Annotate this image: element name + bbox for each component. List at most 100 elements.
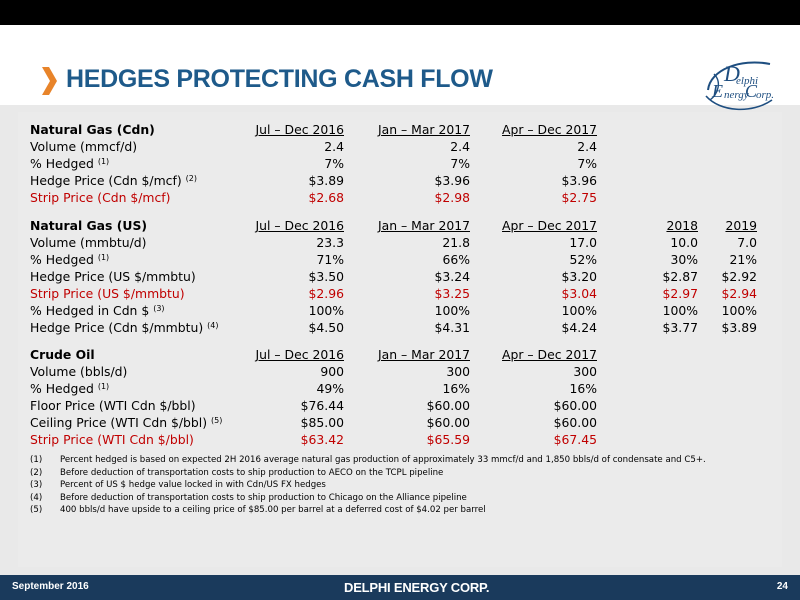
column-header: Apr – Dec 2017 (502, 122, 597, 137)
logo-text-corp: orp. (756, 89, 775, 101)
table-cell: 21.8 (442, 235, 470, 250)
table-cell: $63.42 (300, 432, 344, 447)
table-row: % Hedged (1) 7% 7% 7% (0, 156, 800, 172)
section-title: Natural Gas (US) (30, 218, 148, 233)
table-row: Hedge Price (Cdn $/mcf) (2) $3.89 $3.96 … (0, 173, 800, 189)
table-row: % Hedged (1) 71% 66% 52% 30% 21% (0, 252, 800, 268)
footnote-ref: (1) (97, 253, 110, 262)
footnote-number: (5) (30, 505, 43, 515)
table-cell: $2.75 (561, 190, 597, 205)
slide: HEDGES PROTECTING CASH FLOW D E C elphi … (0, 25, 800, 575)
svg-text:E: E (711, 81, 723, 101)
table-cell: $3.89 (721, 320, 757, 335)
table-cell: $60.00 (553, 398, 597, 413)
row-label: Strip Price (US $/mmbtu) (30, 286, 185, 301)
table-row: Ceiling Price (WTI Cdn $/bbl) (5) $85.00… (0, 415, 800, 431)
column-header: Jan – Mar 2017 (377, 218, 470, 233)
table-row: Volume (mmbtu/d) 23.3 21.8 17.0 10.0 7.0 (0, 235, 800, 251)
column-header: 2018 (666, 218, 698, 233)
column-header: Jul – Dec 2016 (255, 218, 344, 233)
row-label: Hedge Price (US $/mmbtu) (30, 269, 196, 284)
footer-date: September 2016 (12, 581, 89, 592)
column-header: Jan – Mar 2017 (377, 347, 470, 362)
table-row: Hedge Price (US $/mmbtu) $3.50 $3.24 $3.… (0, 269, 800, 285)
footer-bar: September 2016 DELPHI ENERGY CORP. 24 (0, 575, 800, 600)
table-cell: $60.00 (426, 398, 470, 413)
svg-text:D: D (723, 61, 740, 86)
column-header: Apr – Dec 2017 (502, 347, 597, 362)
table-row: Volume (bbls/d) 900 300 300 (0, 364, 800, 380)
table-cell: 7% (450, 156, 470, 171)
table-cell: 100% (561, 303, 597, 318)
table-row: Volume (mmcf/d) 2.4 2.4 2.4 (0, 139, 800, 155)
table-header-row: Natural Gas (US) Jul – Dec 2016 Jan – Ma… (0, 218, 800, 234)
table-cell: 2.4 (450, 139, 470, 154)
table-row-strip-price: Strip Price (US $/mmbtu) $2.96 $3.25 $3.… (0, 286, 800, 302)
table-row: Hedge Price (Cdn $/mmbtu) (4) $4.50 $4.3… (0, 320, 800, 336)
table-cell: 7.0 (737, 235, 757, 250)
top-black-bar (0, 0, 800, 25)
footnote-text: Before deduction of transportation costs… (60, 467, 444, 478)
table-row: Floor Price (WTI Cdn $/bbl) $76.44 $60.0… (0, 398, 800, 414)
table-cell: $2.96 (308, 286, 344, 301)
table-cell: $4.31 (434, 320, 470, 335)
content-panel (18, 112, 782, 567)
footnote-ref: (1) (97, 157, 110, 166)
row-label: Hedge Price (Cdn $/mcf) (2) (30, 173, 197, 188)
table-cell: 17.0 (569, 235, 597, 250)
table-cell: 10.0 (670, 235, 698, 250)
svg-text:C: C (745, 81, 758, 101)
table-cell: 100% (434, 303, 470, 318)
table-cell: $3.89 (308, 173, 344, 188)
table-row: % Hedged in Cdn $ (3) 100% 100% 100% 100… (0, 303, 800, 319)
table-cell: $3.96 (561, 173, 597, 188)
row-label: Strip Price (WTI Cdn $/bbl) (30, 432, 194, 447)
row-label: Volume (mmcf/d) (30, 139, 138, 154)
table-cell: 7% (577, 156, 597, 171)
row-label: Volume (mmbtu/d) (30, 235, 147, 250)
table-cell: 30% (670, 252, 698, 267)
row-label: Ceiling Price (WTI Cdn $/bbl) (5) (30, 415, 223, 430)
table-row-strip-price: Strip Price (Cdn $/mcf) $2.68 $2.98 $2.7… (0, 190, 800, 206)
table-cell: $3.77 (662, 320, 698, 335)
logo-text-energy: nergy (724, 89, 749, 101)
table-cell: $2.97 (662, 286, 698, 301)
table-cell: 66% (442, 252, 470, 267)
table-cell: 300 (446, 364, 470, 379)
table-cell: $4.50 (308, 320, 344, 335)
table-cell: $3.20 (561, 269, 597, 284)
table-cell: $67.45 (553, 432, 597, 447)
row-label: Volume (bbls/d) (30, 364, 128, 379)
table-cell: 100% (721, 303, 757, 318)
section-title: Crude Oil (30, 347, 95, 362)
table-cell: 2.4 (324, 139, 344, 154)
table-cell: 100% (308, 303, 344, 318)
footnote-text: Percent hedged is based on expected 2H 2… (60, 455, 706, 465)
table-cell: $2.87 (662, 269, 698, 284)
logo-text-delphi: elphi (736, 75, 758, 87)
table-header-row: Crude Oil Jul – Dec 2016 Jan – Mar 2017 … (0, 347, 800, 363)
table-cell: 7% (324, 156, 344, 171)
footnote-number: (3) (30, 480, 43, 490)
column-header: 2019 (725, 218, 757, 233)
row-label: Strip Price (Cdn $/mcf) (30, 190, 171, 205)
page-number: 24 (776, 581, 788, 592)
table-cell: $85.00 (300, 415, 344, 430)
page-title: HEDGES PROTECTING CASH FLOW (66, 65, 493, 93)
table-cell: 71% (316, 252, 344, 267)
table-cell: 21% (729, 252, 757, 267)
table-cell: 52% (569, 252, 597, 267)
footnote-number: (1) (30, 455, 43, 465)
table-row: % Hedged (1) 49% 16% 16% (0, 381, 800, 397)
row-label: Floor Price (WTI Cdn $/bbl) (30, 398, 196, 413)
footer-brand: DELPHI ENERGY CORP. (344, 580, 490, 595)
table-cell: $4.24 (561, 320, 597, 335)
footnote-number: (4) (30, 492, 43, 503)
table-cell: 16% (569, 381, 597, 396)
table-cell: 16% (442, 381, 470, 396)
table-cell: 23.3 (316, 235, 344, 250)
footnote-ref: (5) (211, 416, 223, 425)
row-label: % Hedged (1) (30, 381, 110, 396)
section-title: Natural Gas (Cdn) (30, 122, 155, 137)
table-cell: $60.00 (426, 415, 470, 430)
